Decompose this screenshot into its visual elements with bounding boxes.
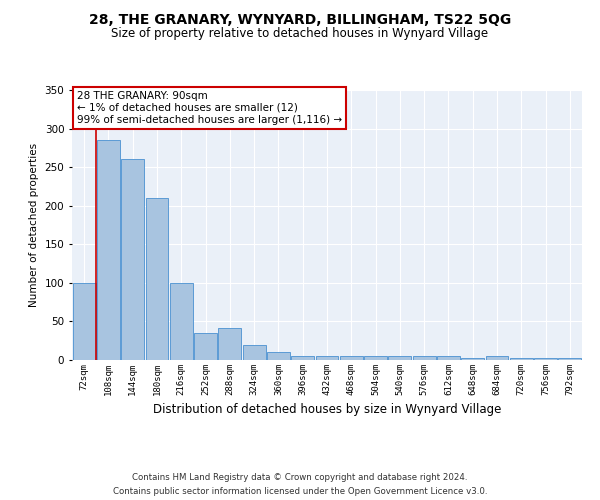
Bar <box>267 352 290 360</box>
Bar <box>413 356 436 360</box>
Bar <box>218 328 241 360</box>
Bar <box>73 283 95 360</box>
Bar <box>316 356 338 360</box>
Bar <box>242 344 266 360</box>
Bar <box>170 283 193 360</box>
Bar <box>146 198 169 360</box>
Bar <box>291 356 314 360</box>
Bar <box>364 356 387 360</box>
Bar <box>510 358 533 360</box>
X-axis label: Distribution of detached houses by size in Wynyard Village: Distribution of detached houses by size … <box>153 404 501 416</box>
Bar <box>437 356 460 360</box>
Bar <box>534 358 557 360</box>
Bar <box>559 358 581 360</box>
Bar <box>461 358 484 360</box>
Bar <box>194 333 217 360</box>
Bar <box>485 356 508 360</box>
Bar <box>121 160 144 360</box>
Bar <box>97 140 120 360</box>
Text: Size of property relative to detached houses in Wynyard Village: Size of property relative to detached ho… <box>112 28 488 40</box>
Text: 28 THE GRANARY: 90sqm
← 1% of detached houses are smaller (12)
99% of semi-detac: 28 THE GRANARY: 90sqm ← 1% of detached h… <box>77 92 342 124</box>
Y-axis label: Number of detached properties: Number of detached properties <box>29 143 39 307</box>
Bar <box>388 356 412 360</box>
Text: Contains HM Land Registry data © Crown copyright and database right 2024.: Contains HM Land Registry data © Crown c… <box>132 473 468 482</box>
Text: Contains public sector information licensed under the Open Government Licence v3: Contains public sector information licen… <box>113 486 487 496</box>
Bar <box>340 356 363 360</box>
Text: 28, THE GRANARY, WYNYARD, BILLINGHAM, TS22 5QG: 28, THE GRANARY, WYNYARD, BILLINGHAM, TS… <box>89 12 511 26</box>
